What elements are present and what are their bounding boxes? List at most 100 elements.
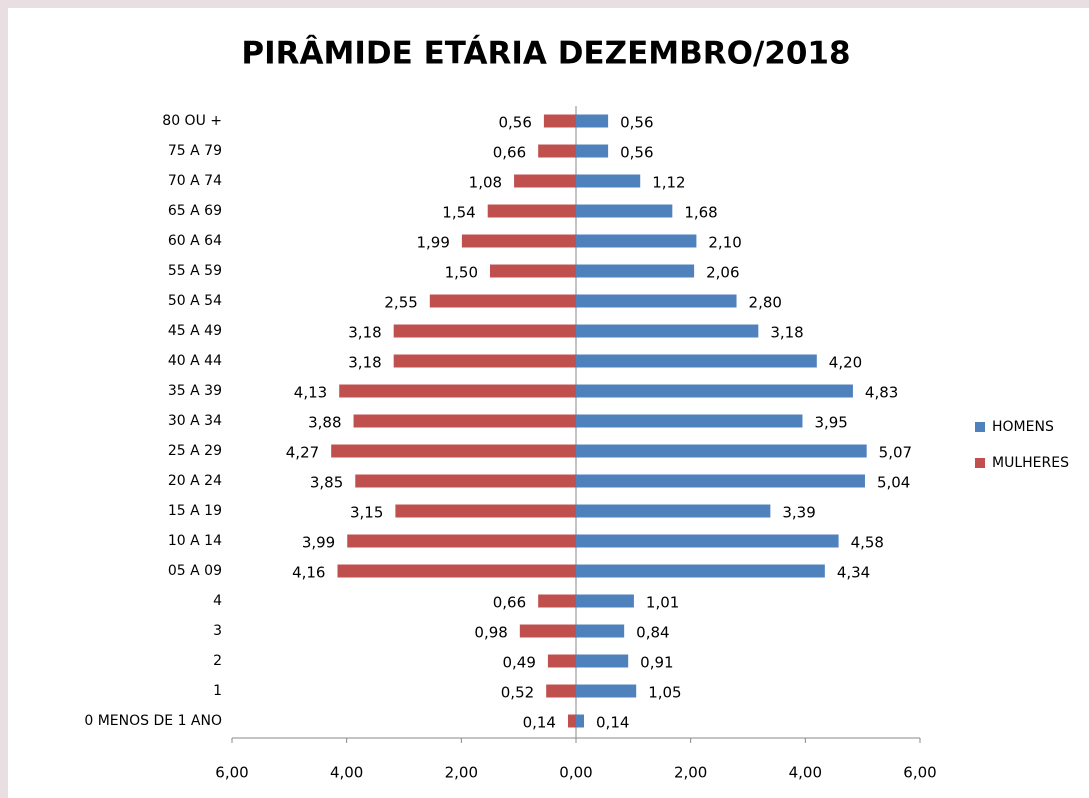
- bar: [576, 714, 585, 728]
- value-label: 2,06: [706, 264, 739, 282]
- x-tick-label: 4,00: [789, 764, 822, 782]
- bar: [576, 654, 629, 668]
- value-label: 3,85: [310, 474, 343, 492]
- bar: [393, 354, 576, 368]
- value-label: 5,07: [879, 444, 912, 462]
- value-label: 0,66: [493, 144, 526, 162]
- y-tick-label: 25 A 29: [168, 443, 222, 459]
- bar: [576, 384, 853, 398]
- bar: [429, 294, 576, 308]
- bar: [576, 564, 825, 578]
- value-label: 0,52: [501, 684, 534, 702]
- value-label: 3,18: [770, 324, 803, 342]
- bar: [576, 624, 625, 638]
- value-label: 0,84: [636, 624, 669, 642]
- bar: [547, 654, 576, 668]
- bar: [538, 144, 576, 158]
- y-tick-label: 60 A 64: [168, 233, 222, 249]
- value-label: 4,20: [829, 354, 862, 372]
- value-label: 5,04: [877, 474, 910, 492]
- value-label: 0,56: [620, 114, 653, 132]
- value-label: 3,18: [348, 354, 381, 372]
- value-label: 0,56: [620, 144, 653, 162]
- value-label: 1,50: [445, 264, 478, 282]
- value-label: 0,98: [474, 624, 507, 642]
- value-label: 1,68: [684, 204, 717, 222]
- bar: [576, 204, 673, 218]
- y-tick-label: 40 A 44: [168, 353, 222, 369]
- legend-label: MULHERES: [992, 455, 1069, 471]
- chart-title: PIRÂMIDE ETÁRIA DEZEMBRO/2018: [241, 36, 850, 72]
- bar: [538, 594, 576, 608]
- y-tick-label: 3: [213, 623, 222, 639]
- x-tick-label: 6,00: [215, 764, 248, 782]
- bar: [543, 114, 576, 128]
- y-tick-label: 4: [213, 593, 222, 609]
- value-label: 0,49: [503, 654, 536, 672]
- bar: [347, 534, 576, 548]
- value-label: 0,66: [493, 594, 526, 612]
- bar: [353, 414, 576, 428]
- value-label: 1,99: [417, 234, 450, 252]
- bar: [487, 204, 576, 218]
- bar: [490, 264, 576, 278]
- x-tick-label: 0,00: [559, 764, 592, 782]
- bar: [576, 474, 865, 488]
- value-label: 0,56: [498, 114, 531, 132]
- y-tick-label: 80 OU +: [162, 113, 222, 129]
- bar: [519, 624, 576, 638]
- value-label: 1,54: [442, 204, 475, 222]
- value-label: 2,55: [384, 294, 417, 312]
- legend-swatch: [975, 422, 985, 432]
- bar: [576, 594, 634, 608]
- bar: [576, 324, 759, 338]
- y-tick-label: 55 A 59: [168, 263, 222, 279]
- y-tick-label: 50 A 54: [168, 293, 222, 309]
- bar: [395, 504, 576, 518]
- value-label: 3,15: [350, 504, 383, 522]
- x-tick-label: 4,00: [330, 764, 363, 782]
- y-tick-label: 15 A 19: [168, 503, 222, 519]
- bar: [576, 684, 637, 698]
- legend-swatch: [975, 458, 985, 468]
- y-tick-label: 70 A 74: [168, 173, 222, 189]
- bar: [331, 444, 576, 458]
- value-label: 3,88: [308, 414, 341, 432]
- bar: [576, 414, 803, 428]
- value-label: 3,99: [302, 534, 335, 552]
- bar: [514, 174, 576, 188]
- y-tick-label: 0 MENOS DE 1 ANO: [84, 713, 222, 729]
- bar: [337, 564, 576, 578]
- y-tick-label: 65 A 69: [168, 203, 222, 219]
- value-label: 2,10: [708, 234, 741, 252]
- value-label: 4,34: [837, 564, 870, 582]
- value-label: 3,18: [348, 324, 381, 342]
- bar: [576, 234, 697, 248]
- bar: [576, 144, 609, 158]
- y-tick-label: 2: [213, 653, 222, 669]
- x-tick-label: 2,00: [445, 764, 478, 782]
- x-tick-label: 2,00: [674, 764, 707, 782]
- value-label: 4,58: [851, 534, 884, 552]
- bar: [546, 684, 576, 698]
- bar: [339, 384, 576, 398]
- value-label: 1,05: [648, 684, 681, 702]
- y-tick-label: 75 A 79: [168, 143, 222, 159]
- y-tick-label: 30 A 34: [168, 413, 222, 429]
- value-label: 0,14: [523, 714, 556, 732]
- value-label: 4,83: [865, 384, 898, 402]
- value-label: 1,12: [652, 174, 685, 192]
- value-label: 3,39: [782, 504, 815, 522]
- x-tick-label: 6,00: [903, 764, 936, 782]
- y-tick-label: 1: [213, 683, 222, 699]
- bar: [576, 354, 817, 368]
- y-tick-label: 45 A 49: [168, 323, 222, 339]
- value-label: 4,27: [286, 444, 319, 462]
- value-label: 0,91: [640, 654, 673, 672]
- value-label: 2,80: [749, 294, 782, 312]
- bar: [576, 264, 695, 278]
- y-tick-label: 35 A 39: [168, 383, 222, 399]
- bar: [355, 474, 576, 488]
